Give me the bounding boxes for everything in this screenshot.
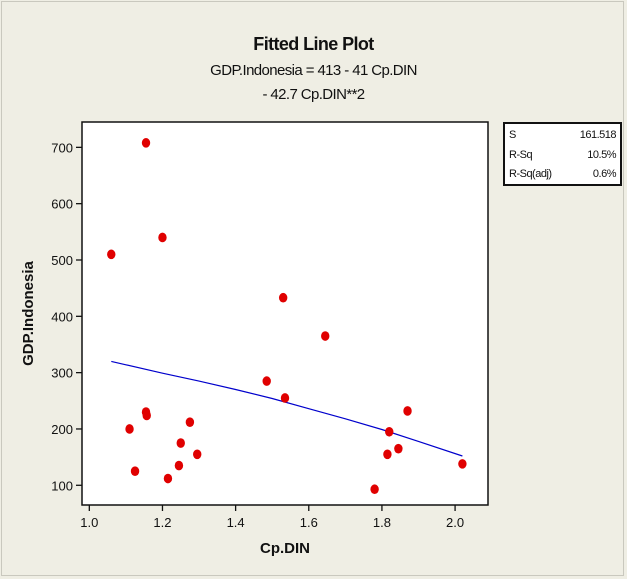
x-tick-label: 1.4 (227, 515, 245, 530)
data-point (185, 417, 195, 428)
x-tick-label: 1.6 (300, 515, 318, 530)
y-tick-label: 700 (51, 140, 73, 155)
stat-label: S (509, 129, 516, 141)
y-tick-label: 600 (51, 197, 73, 212)
stat-value: 0.6% (592, 168, 617, 180)
data-point (158, 232, 167, 243)
x-tick-label: 1.8 (373, 515, 391, 530)
chart-equation-line1: GDP.Indonesia = 413 - 41 Cp.DIN (210, 62, 417, 79)
stat-value: 10.5% (587, 149, 616, 161)
data-point (370, 484, 379, 495)
y-tick-label: 500 (51, 253, 73, 268)
data-point (280, 393, 290, 403)
x-tick-label: 1.2 (153, 515, 171, 530)
chart-equation-line2: - 42.7 Cp.DIN**2 (262, 86, 365, 103)
y-tick-label: 300 (51, 366, 73, 381)
data-point (142, 410, 151, 421)
data-point (321, 331, 330, 341)
data-point (383, 449, 392, 460)
stats-box: S 161.518 R-Sq 10.5% R-Sq(adj) 0.6% (503, 122, 622, 186)
x-tick-label: 2.0 (446, 515, 464, 530)
data-point (193, 449, 202, 460)
stat-row-rsq: R-Sq 10.5% (509, 146, 616, 164)
data-point (403, 406, 412, 416)
data-point (174, 460, 184, 471)
data-point (163, 473, 173, 484)
data-point (130, 466, 140, 477)
data-point (262, 376, 271, 386)
x-tick-label: 1.0 (80, 515, 98, 530)
stat-label: R-Sq(adj) (509, 168, 552, 180)
data-point (394, 443, 403, 454)
data-point (125, 424, 134, 434)
data-point (458, 459, 467, 469)
chart-title: Fitted Line Plot (253, 34, 374, 54)
data-point (385, 426, 394, 437)
x-axis-label: Cp.DIN (260, 540, 310, 557)
data-point (141, 138, 151, 148)
data-point (176, 438, 185, 448)
data-point (278, 292, 288, 303)
y-axis-label: GDP.Indonesia (20, 260, 37, 365)
y-tick-label: 400 (51, 309, 73, 324)
stat-label: R-Sq (509, 149, 533, 161)
fit-line (111, 360, 463, 457)
y-tick-label: 200 (51, 422, 73, 437)
stat-row-s: S 161.518 (509, 126, 617, 144)
plot-area (81, 121, 489, 506)
stat-row-rsq-adj: R-Sq(adj) 0.6% (509, 165, 617, 183)
data-point (107, 249, 116, 260)
y-tick-label: 100 (51, 478, 73, 493)
stat-value: 161.518 (579, 129, 617, 141)
